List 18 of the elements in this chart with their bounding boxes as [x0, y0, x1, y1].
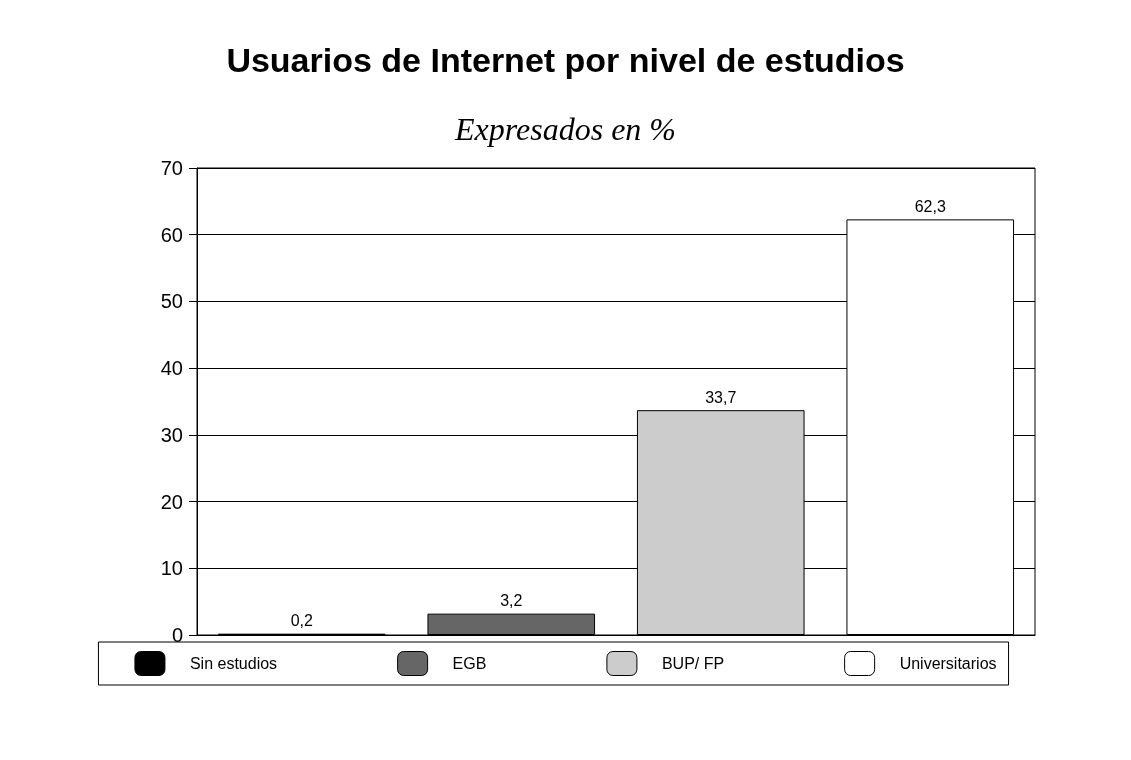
legend-label: Universitarios [899, 655, 997, 672]
chart-title: Usuarios de Internet por nivel de estudios [226, 41, 905, 79]
data-label: 0,2 [290, 612, 313, 630]
legend-label: Sin estudios [189, 655, 278, 672]
y-tick-label: 50 [160, 290, 183, 313]
y-tick-label: 60 [160, 223, 183, 246]
y-tick-label: 0 [171, 624, 183, 646]
y-tick-label: 10 [160, 557, 183, 580]
y-tick-label: 30 [160, 423, 183, 446]
data-label: 33,7 [705, 388, 737, 406]
legend-label: EGB [452, 655, 487, 672]
data-label: 62,3 [914, 197, 946, 215]
legend-label: BUP/ FP [661, 655, 725, 672]
chart-subtitle: Expresados en % [454, 111, 676, 147]
y-tick-label: 40 [160, 357, 183, 380]
y-tick-label: 20 [160, 490, 183, 513]
data-label: 3,2 [500, 592, 523, 610]
y-tick-label: 70 [160, 157, 183, 179]
